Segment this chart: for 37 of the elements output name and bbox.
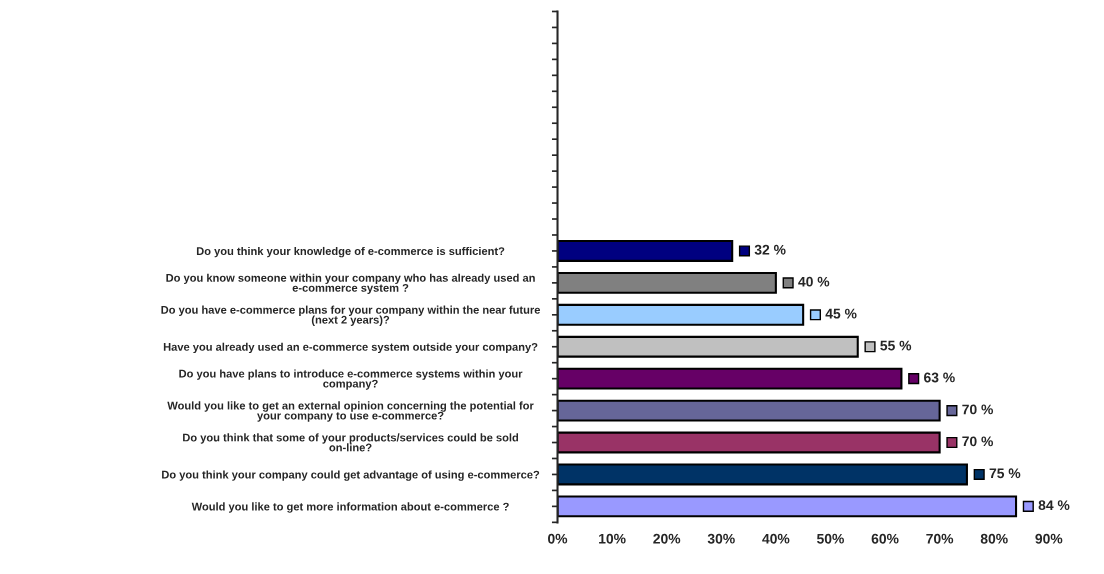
bar bbox=[557, 495, 1018, 518]
x-tick-label: 50% bbox=[816, 533, 844, 544]
x-tick-label: 60% bbox=[871, 533, 899, 544]
bar bbox=[557, 367, 903, 390]
bar bbox=[557, 240, 734, 262]
data-label: 63 % bbox=[924, 372, 955, 383]
x-tick-label: 40% bbox=[762, 533, 790, 544]
x-tick-label: 20% bbox=[653, 533, 681, 544]
y-tick-label: Do you think your company could get advantage of using e-commerce? bbox=[162, 470, 540, 481]
bar bbox=[557, 463, 968, 486]
data-label: 55 % bbox=[880, 340, 912, 351]
bar bbox=[557, 271, 777, 294]
data-label: 70 % bbox=[962, 404, 994, 415]
x-tick-label: 80% bbox=[980, 533, 1008, 544]
data-label: 45 % bbox=[825, 308, 857, 319]
x-tick-label: 0% bbox=[548, 533, 568, 544]
data-label: 75 % bbox=[989, 468, 1021, 479]
bar bbox=[557, 431, 941, 454]
x-tick-label: 70% bbox=[926, 533, 954, 544]
x-tick-label: 90% bbox=[1035, 533, 1063, 544]
y-tick-label: Do you think that some of your products/services could be sold on-line? bbox=[183, 433, 519, 452]
x-tick-label: 30% bbox=[707, 533, 735, 544]
y-tick-label: Would you like to get an external opinion concerning the potential for your company to use e-commerce? bbox=[167, 401, 534, 422]
y-tick-label: Do you have plans to introduce e-commerce systems within your company? bbox=[179, 369, 523, 390]
y-tick-label: Do you have e-commerce plans for your company within the near future (next 2 years)? bbox=[161, 305, 541, 326]
data-label: 84 % bbox=[1038, 500, 1070, 511]
data-label: 70 % bbox=[962, 436, 994, 447]
y-tick-label: Would you like to get more information about e-commerce ? bbox=[191, 502, 509, 513]
x-tick-label: 10% bbox=[599, 533, 626, 544]
bar bbox=[557, 399, 941, 422]
data-label: 32 % bbox=[754, 244, 786, 255]
y-tick-label: Have you already used an e-commerce system outside your company? bbox=[163, 342, 538, 354]
bar bbox=[557, 303, 805, 326]
y-tick-label: Do you know someone within your company who has already used an e-commerce system ? bbox=[166, 273, 535, 294]
bar bbox=[557, 335, 859, 358]
y-tick-label: Do you think your knowledge of e-commerce is sufficient? bbox=[196, 246, 505, 258]
data-label: 40 % bbox=[798, 276, 830, 287]
